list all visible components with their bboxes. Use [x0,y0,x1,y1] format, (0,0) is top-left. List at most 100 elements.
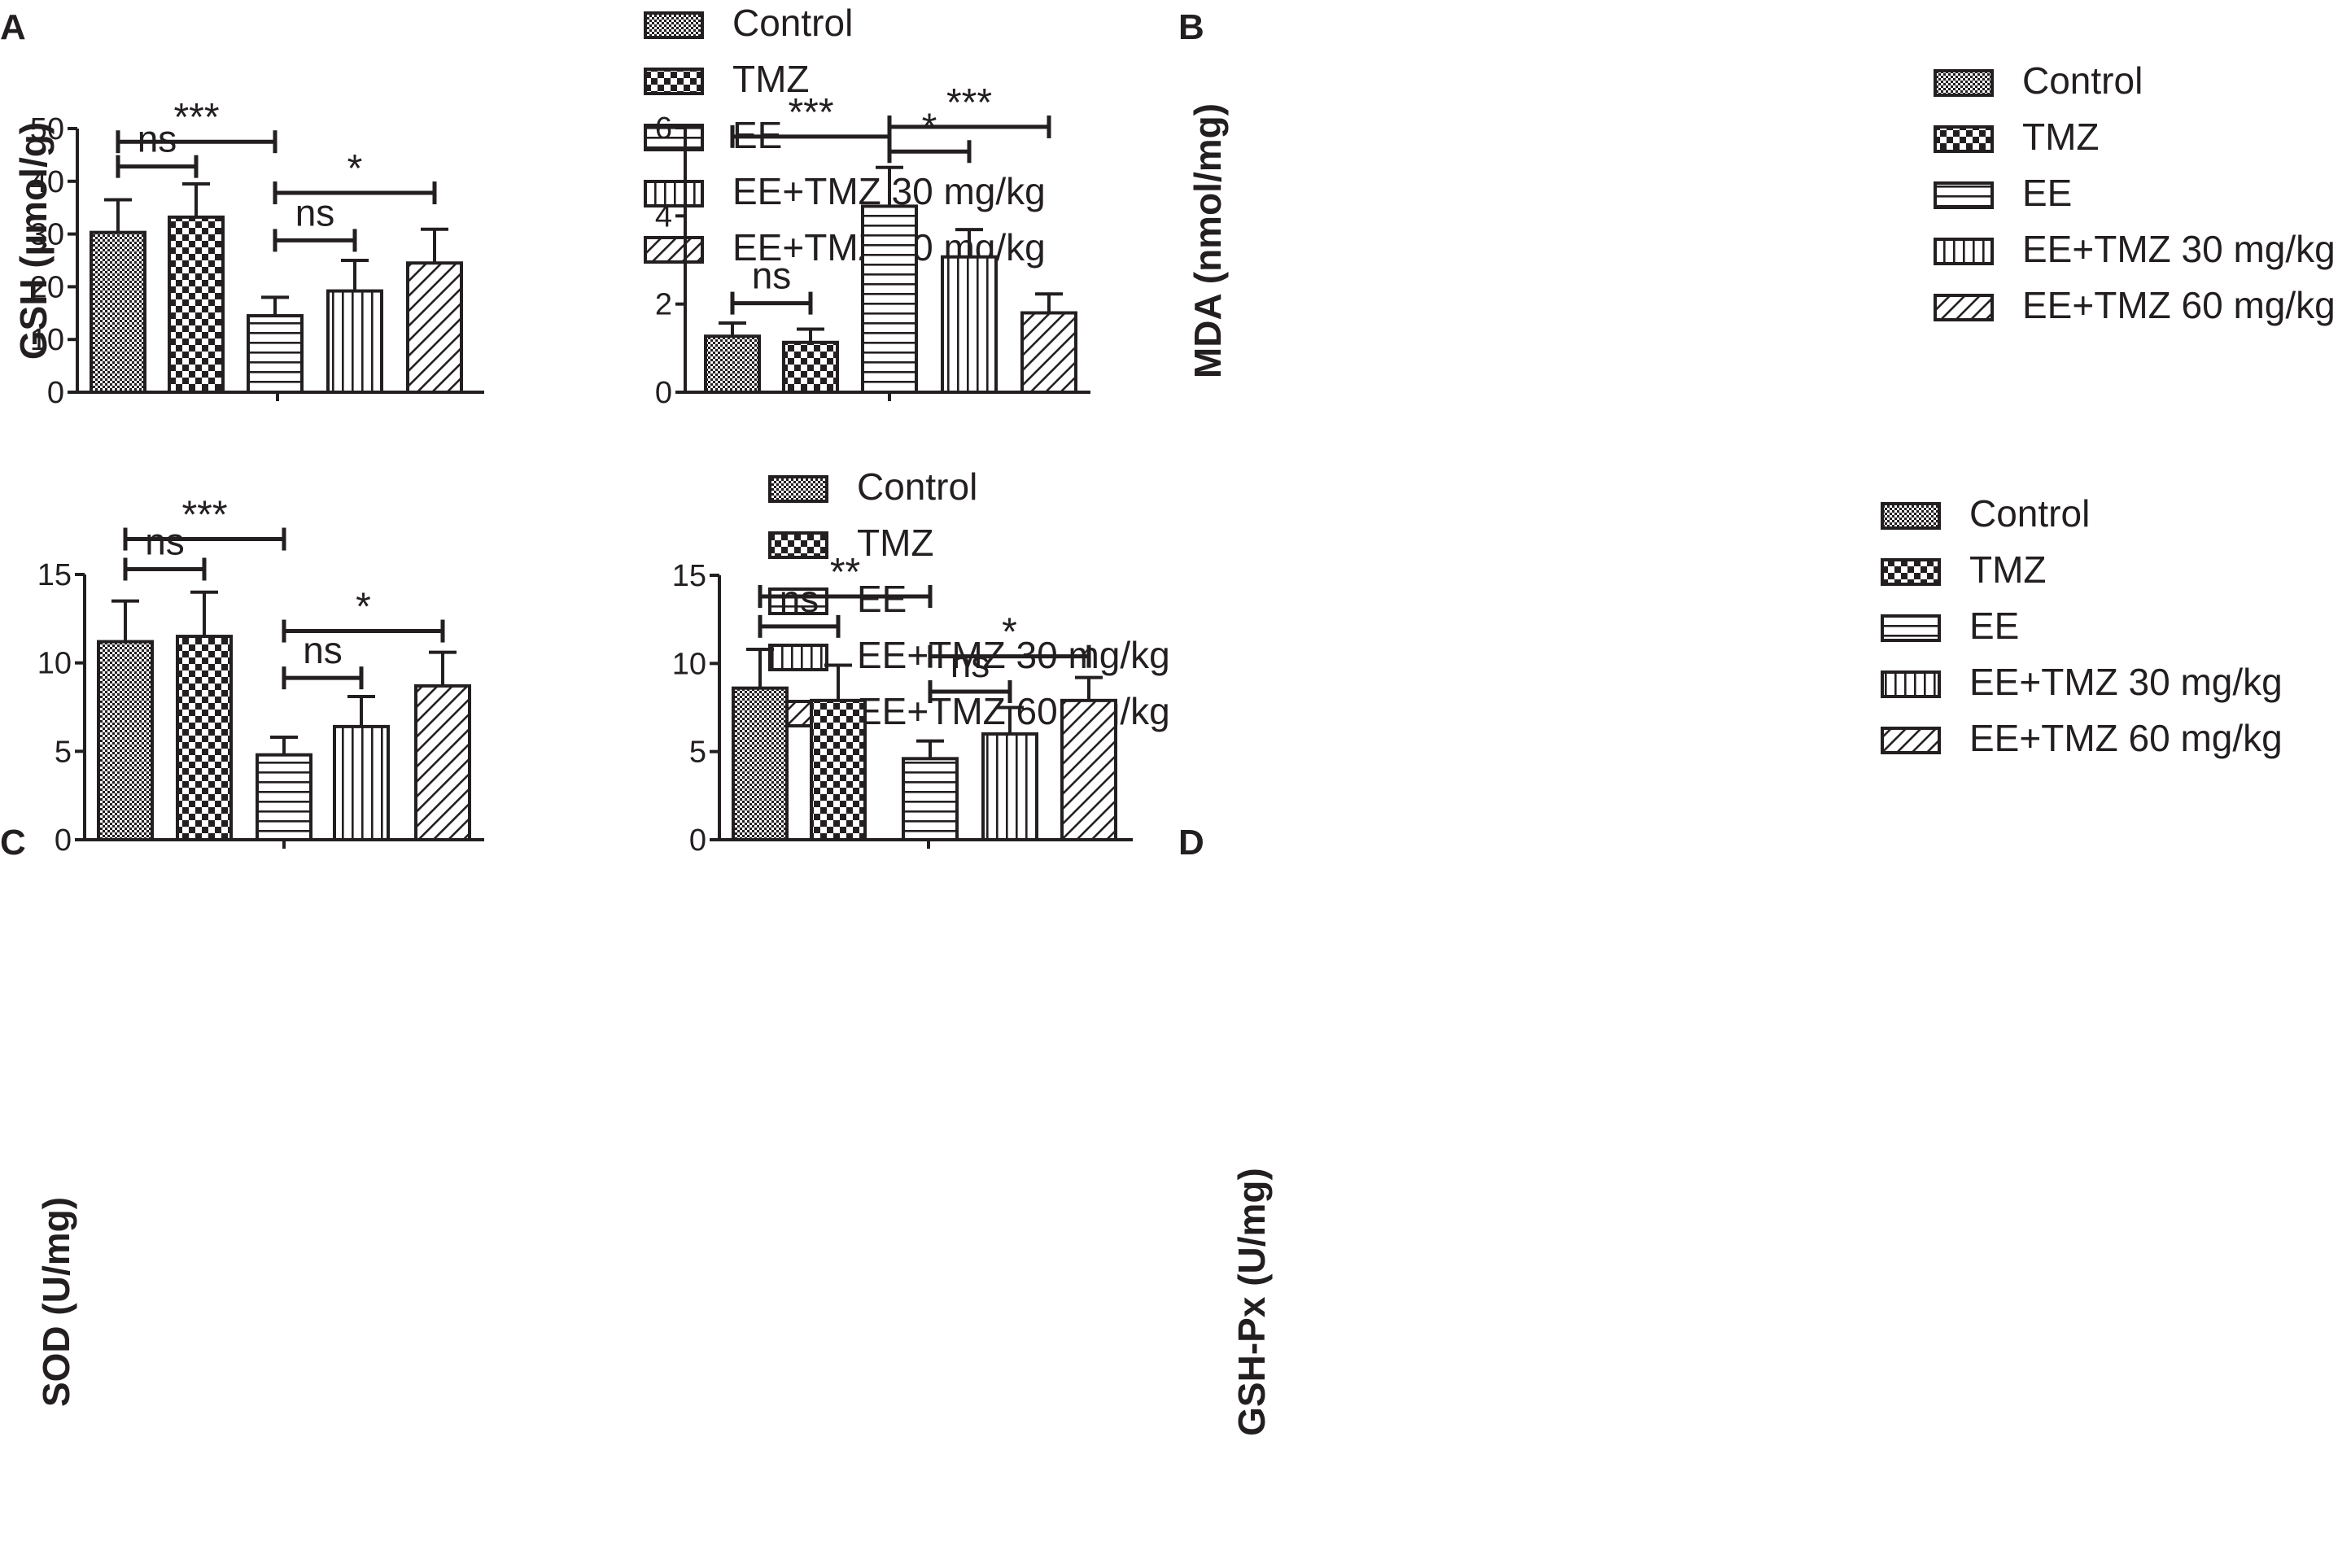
sig-label-a-2: * [347,147,363,190]
bar-b-tmz [782,340,839,394]
bar-a-ee [247,314,304,395]
panel-b: B Control TMZ EE EE+TMZ 30 mg/kg EE+TMZ 60 m… [655,7,2336,410]
bar-b-control [704,334,761,395]
legend-swatch-c-ee [768,587,828,615]
y-axis-label-c: SOD (U/mg) [35,1197,77,1407]
bar-d-tmz [810,698,867,841]
y-tick-label-b-6: 6 [655,111,672,146]
y-tick-label-d-15: 15 [672,559,706,593]
y-axis-label-b: MDA (nmol/mg) [1186,103,1229,378]
bar-b-ee [861,204,918,394]
bar-b-ee-tmz-60 [1020,311,1077,394]
bar-d-ee-tmz-60 [1060,698,1117,841]
bar-a-ee-tmz-60 [406,261,463,394]
y-tick-label-a-20: 20 [30,270,64,304]
legend-label-b-ee-tmz-60: EE+TMZ 60 mg/kg [2022,284,2336,326]
y-ticks-c: 0 5 10 15 [37,558,85,858]
y-axis-label-d: GSH-Px (U/mg) [1230,1168,1273,1436]
sig-label-a-3: ns [295,191,335,234]
axes-a [76,129,484,401]
panel-letter-c: C [0,823,26,863]
legend-label-d-control: Control [1969,492,2090,535]
bar-c-control [97,640,154,841]
panel-letter-b: B [1178,7,1204,47]
axes-c [83,574,484,849]
axes-b [684,128,1090,401]
legend-label-b-control: Control [2022,59,2143,102]
legend-b: Control TMZ EE EE+TMZ 30 mg/kg EE+TMZ 60 mg/… [1934,59,2336,326]
legend-label-c-control: Control [857,465,977,508]
panel-letter-a: A [0,7,26,47]
bars-b [704,165,1077,395]
bar-c-ee-tmz-30 [333,724,390,842]
sig-label-c-2: * [356,586,371,629]
bar-c-ee [256,753,312,841]
y-tick-label-c-0: 0 [55,823,72,858]
legend-swatch-d-ee [1881,614,1941,642]
legend-label-c-ee: EE [857,578,907,620]
y-axis-label-a: GSH (µmol/g) [12,122,55,360]
legend-d: Control TMZ EE EE+TMZ 30 mg/kg EE+TMZ 60 mg/… [1881,492,2283,759]
sig-label-d-1: ns [780,578,819,620]
legend-swatch-b-ee-tmz-30 [1934,238,1994,265]
bar-c-ee-tmz-60 [414,684,471,841]
legend-label-d-tmz: TMZ [1969,548,2047,591]
legend-swatch-c-ee-tmz-30 [768,644,828,671]
sig-label-a-0: *** [173,96,219,139]
bar-d-control [732,686,789,842]
sig-label-c-3: ns [303,629,343,671]
legend-swatch-a-ee-tmz-30 [644,180,704,207]
bar-d-ee-tmz-30 [981,732,1038,841]
y-tick-label-a-40: 40 [30,165,64,199]
legend-label-c-tmz: TMZ [857,522,934,564]
sig-label-c-0: *** [181,494,227,537]
y-ticks-d: 0 5 10 15 [672,559,719,858]
legend-swatch-c-tmz [768,531,828,559]
legend-swatch-b-ee [1934,181,1994,209]
legend-swatch-d-control [1881,502,1941,530]
bar-d-ee [902,757,959,841]
legend-label-b-ee: EE [2022,172,2072,214]
legend-swatch-d-ee-tmz-60 [1881,727,1941,754]
sig-label-b-1: *** [946,81,992,124]
bar-c-tmz [176,635,233,841]
significance-c: ***ns*ns [123,494,445,690]
y-tick-label-a-10: 10 [30,323,64,357]
bar-a-ee-tmz-30 [326,289,383,395]
legend-swatch-a-control [644,11,704,39]
y-tick-label-b-0: 0 [655,376,672,410]
y-tick-label-a-50: 50 [30,112,64,146]
sig-label-c-1: ns [145,520,185,562]
y-ticks-a: 0 10 20 30 40 50 [30,112,77,410]
sig-label-b-0: *** [788,91,833,134]
legend-label-d-ee: EE [1969,605,2019,647]
legend-swatch-b-control [1934,69,1994,97]
legend-swatch-a-ee [644,124,704,151]
sig-label-d-2: * [1002,611,1017,654]
sig-label-a-1: ns [138,118,177,160]
significance-a: ***ns*ns [116,96,437,252]
legend-swatch-b-ee-tmz-60 [1934,294,1994,321]
legend-label-d-ee-tmz-30: EE+TMZ 30 mg/kg [1969,661,2283,703]
y-tick-label-d-10: 10 [672,647,706,681]
legend-swatch-d-ee-tmz-30 [1881,670,1941,698]
sig-label-b-2: * [922,106,937,149]
legend-swatch-a-ee-tmz-60 [644,236,704,264]
legend-label-a-control: Control [732,2,853,44]
legend-swatch-a-tmz [644,68,704,95]
bars-c [97,590,471,842]
sig-label-b-3: ns [752,255,792,297]
legend-label-b-ee-tmz-30: EE+TMZ 30 mg/kg [2022,228,2336,270]
legend-label-b-tmz: TMZ [2022,116,2100,158]
bars-a [90,182,463,395]
y-tick-label-d-5: 5 [689,736,706,770]
bar-b-ee-tmz-30 [941,255,998,395]
legend-swatch-b-tmz [1934,125,1994,153]
y-tick-label-c-5: 5 [55,735,72,769]
legend-swatch-c-control [768,475,828,503]
significance-d: ** ns * ns [758,551,1091,703]
legend-swatch-d-tmz [1881,558,1941,586]
y-tick-label-b-2: 2 [655,288,672,322]
y-tick-label-a-0: 0 [47,376,64,410]
